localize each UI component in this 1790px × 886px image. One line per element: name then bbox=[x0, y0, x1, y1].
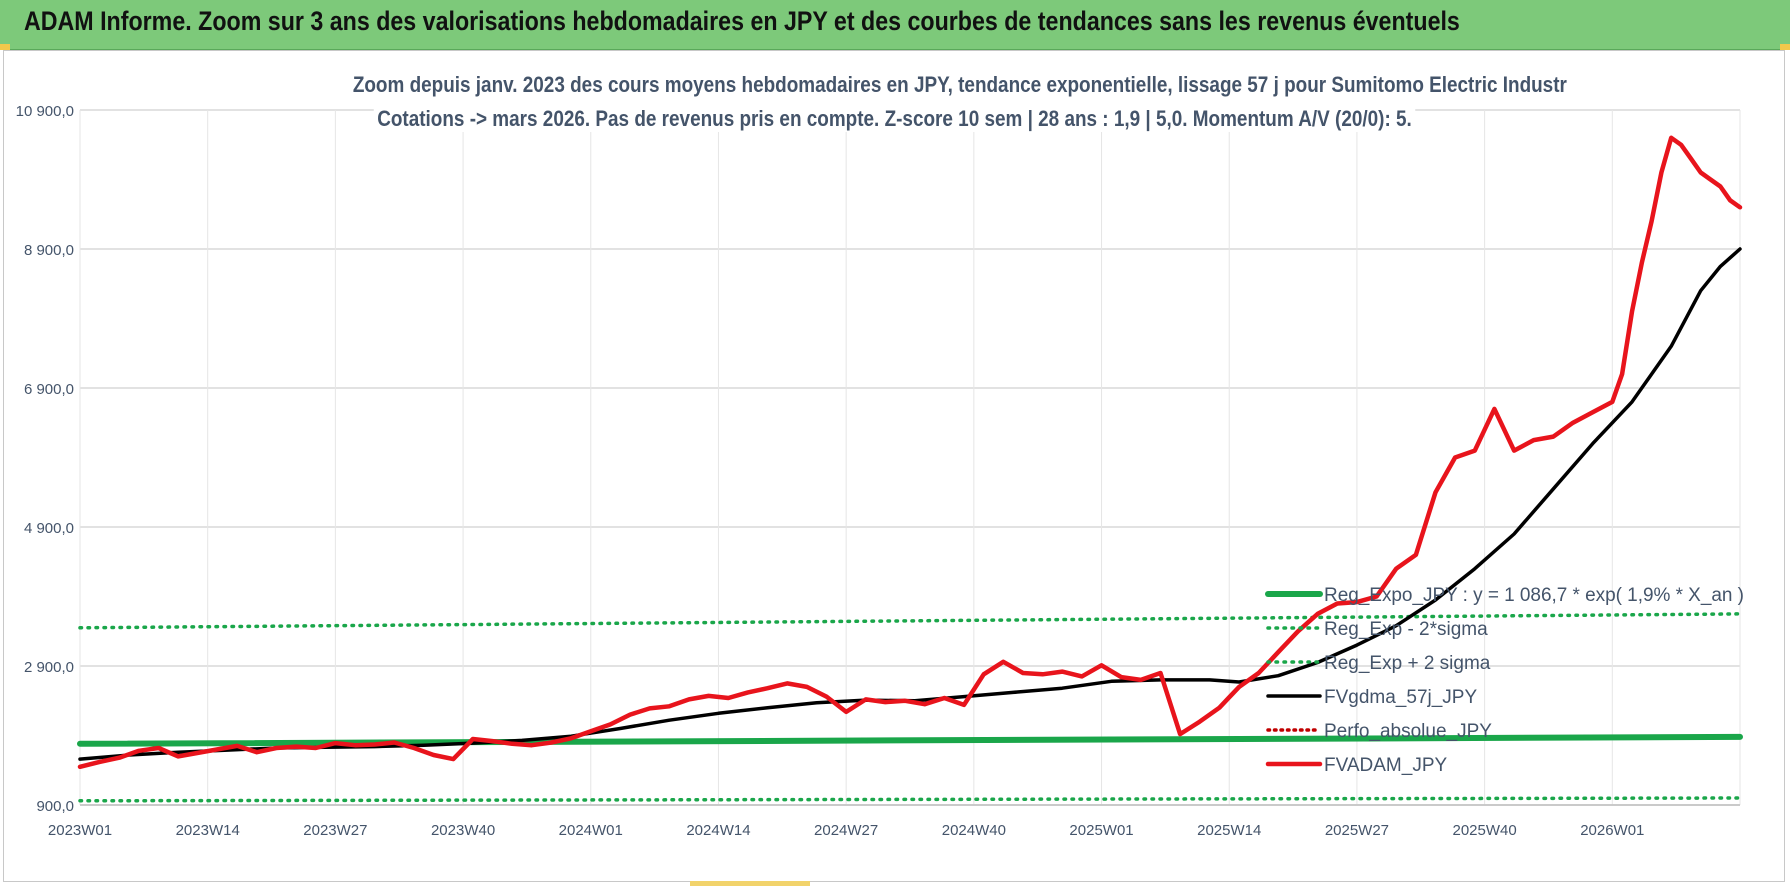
x-tick-label: 2023W27 bbox=[303, 822, 367, 839]
y-tick-label: 10 900,0 bbox=[16, 103, 74, 120]
legend-label: FVgdma_57j_JPY bbox=[1324, 687, 1477, 708]
fvadam-line bbox=[77, 135, 1743, 770]
corner-accent-right bbox=[1780, 44, 1790, 50]
x-tick-label: 2023W14 bbox=[176, 822, 240, 839]
bottom-accent bbox=[690, 881, 810, 886]
legend-label: Reg_Exp - 2*sigma bbox=[1324, 619, 1488, 640]
x-tick-label: 2024W14 bbox=[686, 822, 750, 839]
x-tick-label: 2025W01 bbox=[1069, 822, 1133, 839]
chart-title-line1: Zoom depuis janv. 2023 des cours moyens … bbox=[250, 72, 1571, 98]
x-tick-label: 2026W01 bbox=[1580, 822, 1644, 839]
x-tick-label: 2024W40 bbox=[942, 822, 1006, 839]
x-tick-label: 2025W14 bbox=[1197, 822, 1261, 839]
x-tick-label: 2025W40 bbox=[1453, 822, 1517, 839]
reg-exp-minus-2sigma-line bbox=[78, 796, 1742, 803]
y-tick-label: 4 900,0 bbox=[24, 520, 74, 537]
legend-label: FVADAM_JPY bbox=[1324, 755, 1448, 776]
corner-accent-left bbox=[0, 44, 10, 50]
y-tick-label: 2 900,0 bbox=[24, 659, 74, 676]
y-tick-label: 6 900,0 bbox=[24, 381, 74, 398]
x-tick-label: 2023W01 bbox=[48, 822, 112, 839]
reg-expo-line bbox=[77, 733, 1743, 747]
reg-exp-plus-2sigma-line bbox=[78, 612, 1742, 630]
report-banner: ADAM Informe. Zoom sur 3 ans des valoris… bbox=[0, 0, 1790, 50]
chart-title-line2: Cotations -> mars 2026. Pas de revenus p… bbox=[250, 106, 1540, 132]
x-tick-label: 2024W27 bbox=[814, 822, 878, 839]
legend-label: Reg_Expo_JPY : y = 1 086,7 * exp( 1,9% *… bbox=[1324, 585, 1744, 606]
legend-label: Reg_Exp + 2 sigma bbox=[1324, 653, 1491, 674]
y-tick-label: 900,0 bbox=[36, 798, 74, 815]
fvgdma-line bbox=[78, 247, 1742, 761]
legend-label: Perfo_absolue_JPY bbox=[1324, 721, 1492, 742]
x-tick-label: 2024W01 bbox=[559, 822, 623, 839]
x-tick-label: 2023W40 bbox=[431, 822, 495, 839]
chart-frame bbox=[3, 50, 1785, 882]
x-tick-label: 2025W27 bbox=[1325, 822, 1389, 839]
report-title: ADAM Informe. Zoom sur 3 ans des valoris… bbox=[24, 6, 1460, 36]
y-tick-label: 8 900,0 bbox=[24, 242, 74, 259]
